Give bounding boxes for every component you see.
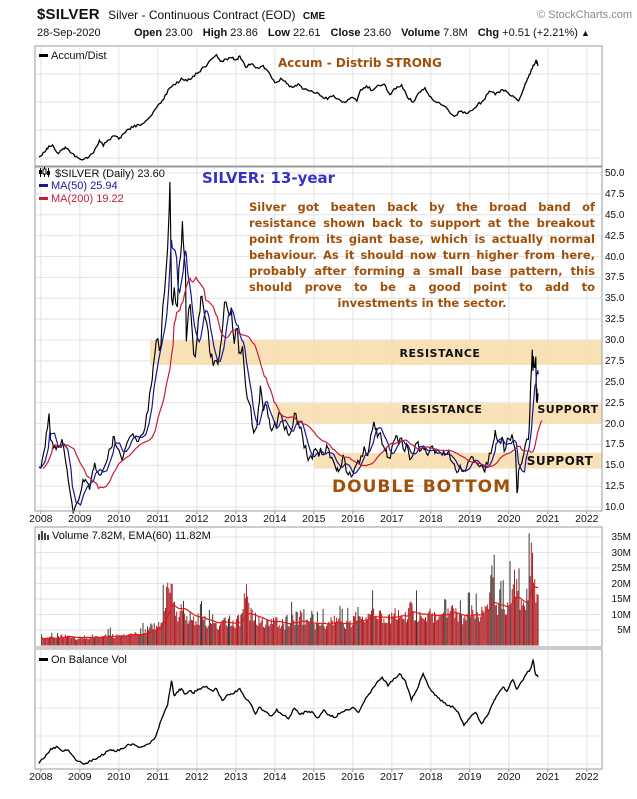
year-label: 2017: [380, 513, 404, 525]
accum-dist-legend: Accum/Dist: [39, 50, 107, 62]
year-label: 2021: [536, 513, 560, 525]
price-tick-label: 17.5: [605, 439, 625, 451]
high-label: High: [202, 27, 228, 39]
resistance-mid-label: RESISTANCE: [401, 403, 483, 416]
year-label: 2013: [224, 771, 248, 783]
header: $SILVER Silver - Continuous Contract (EO…: [37, 6, 325, 23]
open-value: 23.00: [165, 27, 193, 39]
price-tick-label: 22.5: [605, 397, 625, 409]
price-tick-label: 42.5: [605, 230, 625, 242]
low-label: Low: [267, 27, 290, 39]
year-label: 2010: [107, 513, 131, 525]
volume-label: Volume: [401, 27, 441, 39]
year-label: 2017: [380, 771, 404, 783]
year-label: 2012: [185, 771, 209, 783]
quote-date: 28-Sep-2020: [37, 27, 101, 39]
year-label: 2009: [68, 513, 92, 525]
price-tick-label: 30.0: [605, 335, 625, 346]
resistance-upper-label: RESISTANCE: [399, 347, 481, 360]
price-tick-label: 27.5: [605, 355, 625, 367]
year-label: 2011: [146, 771, 170, 783]
volume-tick-label: 5M: [617, 625, 631, 636]
volume-value: 7.8M: [443, 27, 468, 39]
year-label: 2014: [263, 771, 287, 783]
candlestick-icon: [39, 167, 52, 181]
price-legend: $SILVER (Daily) 23.60: [39, 167, 165, 181]
year-label: 2020: [497, 513, 521, 525]
high-value: 23.86: [230, 27, 258, 39]
price-tick-label: 15.0: [605, 460, 625, 472]
volume-tick-label: 25M: [611, 563, 631, 574]
year-label: 2019: [458, 771, 482, 783]
year-label: 2015: [302, 771, 326, 783]
year-label: 2021: [536, 771, 560, 783]
year-label: 2016: [341, 771, 365, 783]
low-value: 22.61: [292, 27, 321, 39]
price-tick-label: 32.5: [605, 314, 625, 326]
ma200-swatch-icon: [39, 197, 48, 200]
year-label: 2022: [575, 771, 599, 783]
year-label: 2018: [419, 771, 443, 783]
year-label: 2022: [575, 513, 599, 525]
volume-tick-label: 35M: [611, 532, 631, 543]
year-label: 2008: [29, 771, 53, 783]
chg-value: +0.51 (+2.21%): [502, 27, 578, 39]
support-low-label: SUPPORT: [526, 454, 594, 468]
volume-legend: Volume 7.82M, EMA(60) 11.82M: [38, 530, 211, 543]
year-label: 2014: [263, 513, 287, 525]
commentary-paragraph: Silver got beaten back by the broad band…: [249, 200, 595, 310]
close-value: 23.60: [363, 27, 392, 39]
price-tick-label: 20.0: [605, 418, 625, 430]
year-label: 2009: [68, 771, 92, 783]
line-swatch-icon: [39, 658, 48, 661]
price-tick-label: 12.5: [605, 481, 625, 493]
close-label: Close: [330, 27, 361, 39]
price-tick-label: 50.0: [605, 168, 625, 179]
exchange-label: CME: [302, 11, 326, 22]
chg-label: Chg: [477, 27, 500, 39]
ma50-legend: MA(50) 25.94: [39, 180, 118, 192]
volume-tick-label: 10M: [611, 609, 631, 621]
open-label: Open: [134, 27, 163, 39]
year-label: 2012: [185, 513, 209, 525]
year-label: 2010: [107, 771, 131, 783]
year-label: 2020: [497, 771, 521, 783]
instrument-name: Silver - Continuous Contract (EOD): [108, 8, 296, 22]
price-tick-label: 10.0: [605, 502, 625, 513]
year-label: 2011: [146, 513, 170, 525]
volume-bars-icon: [38, 530, 49, 543]
stockcharts-brand: © StockCharts.com: [537, 9, 632, 21]
price-tick-label: 45.0: [605, 209, 625, 221]
price-tick-label: 40.0: [605, 251, 625, 263]
ticker-symbol: $SILVER: [37, 6, 100, 23]
year-label: 2008: [29, 513, 53, 525]
year-label: 2016: [341, 513, 365, 525]
ma200-legend: MA(200) 19.22: [39, 193, 124, 205]
ma50-swatch-icon: [39, 184, 48, 187]
volume-tick-label: 20M: [611, 578, 631, 590]
double-bottom-label: DOUBLE BOTTOM: [332, 477, 512, 497]
line-swatch-icon: [39, 54, 48, 57]
price-tick-label: 25.0: [605, 376, 625, 388]
chart-title: SILVER: 13-year: [202, 169, 336, 187]
year-label: 2015: [302, 513, 326, 525]
ohlc-row: Open 23.00 High 23.86 Low 22.61 Close 23…: [134, 27, 590, 39]
volume-tick-label: 30M: [611, 547, 631, 559]
chg-up-triangle-icon: ▲: [581, 28, 590, 38]
obv-legend: On Balance Vol: [39, 654, 127, 666]
year-label: 2013: [224, 513, 248, 525]
price-tick-label: 35.0: [605, 293, 625, 305]
price-tick-label: 47.5: [605, 188, 625, 200]
volume-tick-label: 15M: [611, 594, 631, 605]
accum-strong-annotation: Accum - Distrib STRONG: [278, 56, 442, 70]
year-label: 2018: [419, 513, 443, 525]
year-label: 2019: [458, 513, 482, 525]
price-tick-label: 37.5: [605, 272, 625, 284]
support-mid-label: SUPPORT: [537, 403, 599, 416]
